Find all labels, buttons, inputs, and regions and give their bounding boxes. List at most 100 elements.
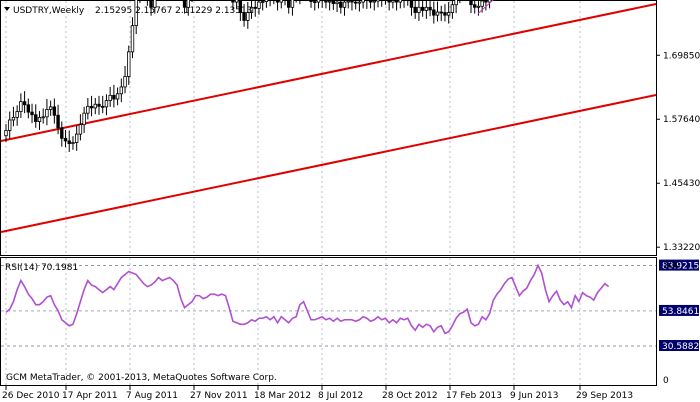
candle-body	[186, 0, 190, 8]
candle-body	[93, 103, 97, 109]
rsi-label: RSI(14) 70.1981	[5, 263, 78, 273]
rsi-line-group	[1, 263, 656, 347]
candle-body	[275, 0, 280, 3]
candle-body	[19, 101, 23, 112]
candle-body	[89, 105, 94, 109]
time-tick-label: 29 Sep 2013	[576, 391, 633, 401]
candle-body	[372, 0, 376, 3]
copyright-text: GCM MetaTrader, © 2001-2013, MetaQuotes …	[6, 373, 277, 383]
rsi-level-badge-bg	[659, 304, 699, 316]
candle-body	[316, 0, 321, 3]
candle-body	[8, 119, 12, 131]
candle-body	[115, 93, 120, 100]
candle-body	[67, 140, 71, 144]
candle-body	[48, 106, 53, 110]
candle-body	[149, 0, 153, 8]
candle-body	[22, 101, 27, 106]
candle-body	[339, 1, 343, 8]
candle-body	[368, 0, 373, 3]
candle-body	[450, 4, 455, 13]
time-tick-label: 27 Nov 2011	[190, 391, 248, 401]
candle-body	[45, 109, 49, 118]
candle-body	[409, 0, 414, 8]
time-tick-label: 28 Oct 2012	[382, 391, 438, 401]
price-tick-label: 1.33220	[663, 243, 700, 253]
candle-body	[238, 0, 243, 13]
candle-body	[446, 12, 451, 16]
candle-body	[327, 0, 332, 3]
candle-body	[153, 0, 157, 8]
candle-body	[30, 111, 34, 116]
candle-body	[469, 0, 473, 6]
candle-body	[480, 0, 484, 7]
candle-body	[484, 0, 488, 3]
candle-body	[353, 1, 358, 4]
rsi-level-badge-bg	[659, 340, 699, 351]
candle-body	[476, 5, 481, 8]
candle-body	[342, 1, 347, 8]
candle-body	[473, 4, 477, 8]
candle-body	[435, 11, 440, 16]
rsi-panel-frame	[0, 257, 657, 386]
candle-body	[357, 1, 362, 4]
rsi-line	[5, 263, 610, 335]
rsi-min-label: 0	[663, 376, 669, 386]
price-tick-label: 1.69850	[663, 51, 700, 61]
candle-body	[112, 94, 116, 100]
candle-body	[279, 0, 283, 3]
price-panel-frame	[0, 0, 657, 256]
candle-body	[26, 104, 31, 113]
candle-body	[309, 0, 313, 2]
candle-body	[443, 12, 447, 16]
rsi-level-badge: 83.92157	[662, 262, 700, 272]
candle-body	[394, 0, 399, 3]
candle-body	[52, 106, 57, 116]
candle-body	[37, 116, 42, 122]
candle-body	[253, 6, 257, 9]
time-tick-label: 17 Feb 2013	[446, 391, 502, 401]
rsi-level-badge-bg	[659, 259, 699, 271]
candle-body	[264, 0, 269, 2]
candle-body	[361, 0, 365, 3]
time-tick-label: 8 Jul 2012	[318, 391, 363, 401]
time-tick-label: 7 Aug 2011	[126, 391, 178, 401]
candle-body	[428, 6, 432, 11]
candle-body	[86, 105, 90, 114]
candle-body	[439, 11, 443, 14]
candle-body	[56, 114, 60, 129]
candle-body	[424, 6, 429, 11]
candle-body	[346, 0, 350, 3]
candle-body	[104, 100, 109, 108]
candle-body	[324, 0, 328, 3]
candle-body	[260, 1, 265, 3]
candle-body	[63, 137, 68, 142]
candle-body	[231, 0, 235, 3]
time-tick-label: 17 Apr 2011	[62, 391, 118, 401]
candle-body	[15, 111, 19, 118]
price-tick-label: 1.45430	[663, 179, 700, 189]
ohlc-values: 2.15295 2.15767 2.11229 2.13513	[95, 6, 252, 16]
candle-body	[11, 116, 16, 121]
time-tick-label: 9 Jun 2013	[510, 391, 558, 401]
trend-channel	[0, 3, 657, 233]
candle-body	[108, 94, 112, 101]
rsi-max-label: 100	[663, 261, 680, 271]
candle-body	[365, 0, 369, 1]
candle-body	[487, 0, 492, 3]
candle-body	[246, 12, 250, 21]
candle-body	[335, 1, 339, 5]
candle-body	[60, 127, 64, 139]
candle-body	[398, 0, 403, 3]
candle-body	[376, 0, 380, 2]
time-tick-label: 26 Dec 2010	[2, 391, 60, 401]
candle-body	[387, 0, 391, 3]
candle-body	[101, 105, 105, 108]
candle-body	[331, 0, 336, 5]
candle-body	[97, 103, 101, 107]
price-tick-label: 1.57640	[663, 115, 700, 125]
candle-body	[119, 86, 124, 95]
candle-body	[134, 0, 138, 27]
candle-body	[350, 0, 354, 3]
candle-body	[4, 130, 8, 137]
